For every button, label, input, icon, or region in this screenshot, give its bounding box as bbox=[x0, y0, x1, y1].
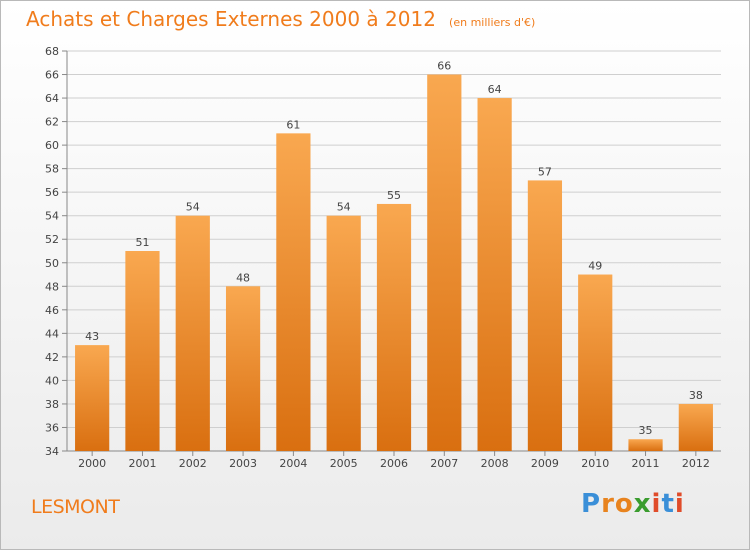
logo-letter: o bbox=[614, 489, 634, 519]
y-tick-label: 34 bbox=[45, 445, 59, 458]
logo-letter: i bbox=[651, 489, 662, 519]
data-labels: 43 51 54 48 61 54 55 66 64 57 49 35 38 bbox=[85, 60, 703, 438]
y-tick-label: 36 bbox=[45, 421, 59, 434]
x-tick-label: 2003 bbox=[229, 457, 257, 470]
x-tick-label: 2010 bbox=[581, 457, 609, 470]
y-tick-label: 66 bbox=[45, 69, 59, 82]
data-label: 49 bbox=[588, 260, 602, 273]
y-tick-label: 54 bbox=[45, 210, 59, 223]
y-tick-label: 62 bbox=[45, 116, 59, 129]
chart-title: Achats et Charges Externes 2000 à 2012 bbox=[26, 7, 436, 31]
x-tick-label: 2007 bbox=[430, 457, 458, 470]
y-tick-label: 56 bbox=[45, 186, 59, 199]
bar-2005[interactable] bbox=[326, 215, 361, 451]
y-tick-labels: 34 36 38 40 42 44 46 48 50 52 54 56 58 60 62 64 66 68 bbox=[45, 45, 59, 458]
x-tick-label: 2004 bbox=[279, 457, 307, 470]
bar-2009[interactable] bbox=[527, 180, 563, 452]
bar-2010[interactable] bbox=[578, 274, 613, 451]
y-tick-label: 58 bbox=[45, 163, 59, 176]
bar-2011[interactable] bbox=[628, 439, 663, 451]
bar-2004[interactable] bbox=[276, 133, 311, 451]
bar-2008[interactable] bbox=[477, 98, 512, 451]
x-tick-label: 2001 bbox=[128, 457, 156, 470]
bar-2003[interactable] bbox=[225, 286, 261, 451]
data-label: 35 bbox=[639, 424, 653, 437]
data-label: 66 bbox=[437, 60, 451, 73]
bar-2002[interactable] bbox=[175, 215, 210, 451]
y-tick-label: 48 bbox=[45, 280, 59, 293]
bar-2007[interactable] bbox=[427, 74, 462, 451]
data-label: 54 bbox=[337, 201, 351, 214]
x-tick-label: 2012 bbox=[682, 457, 710, 470]
y-tick-label: 46 bbox=[45, 304, 59, 317]
x-tick-label: 2008 bbox=[481, 457, 509, 470]
x-tick-label: 2000 bbox=[78, 457, 106, 470]
y-tick-label: 44 bbox=[45, 327, 59, 340]
y-tick-label: 38 bbox=[45, 398, 59, 411]
logo-letter: t bbox=[661, 489, 675, 519]
y-tick-label: 40 bbox=[45, 374, 59, 387]
title-row: Achats et Charges Externes 2000 à 2012 (… bbox=[26, 7, 535, 31]
bar-2001[interactable] bbox=[125, 251, 160, 451]
data-label: 48 bbox=[236, 271, 250, 284]
y-tick-label: 64 bbox=[45, 92, 59, 105]
data-label: 57 bbox=[538, 165, 552, 178]
x-tick-label: 2011 bbox=[632, 457, 660, 470]
proxiti-logo[interactable]: Proxiti bbox=[581, 489, 685, 519]
y-tick-label: 50 bbox=[45, 257, 59, 270]
x-tick-labels: 2000 2001 2002 2003 2004 2005 2006 2007 2008 2009… bbox=[78, 457, 710, 470]
data-label: 43 bbox=[85, 330, 99, 343]
bar-2000[interactable] bbox=[75, 345, 110, 451]
x-tick-label: 2006 bbox=[380, 457, 408, 470]
y-tick-label: 68 bbox=[45, 45, 59, 58]
y-tick-label: 60 bbox=[45, 139, 59, 152]
x-tick-label: 2005 bbox=[330, 457, 358, 470]
data-label: 64 bbox=[488, 83, 502, 96]
bar-2006[interactable] bbox=[376, 203, 412, 451]
x-tick-label: 2009 bbox=[531, 457, 559, 470]
logo-letter: x bbox=[633, 489, 652, 519]
commune-name: LESMONT bbox=[31, 496, 120, 518]
chart-unit: (en milliers d'€) bbox=[449, 16, 536, 29]
data-label: 54 bbox=[186, 201, 200, 214]
logo-letter: r bbox=[601, 489, 615, 519]
data-label: 55 bbox=[387, 189, 401, 202]
x-tick-label: 2002 bbox=[179, 457, 207, 470]
y-tick-label: 42 bbox=[45, 351, 59, 364]
y-tick-label: 52 bbox=[45, 233, 59, 246]
bars bbox=[75, 74, 713, 452]
data-label: 38 bbox=[689, 389, 703, 402]
data-label: 61 bbox=[286, 118, 300, 131]
logo-letter: i bbox=[674, 489, 685, 519]
data-label: 51 bbox=[135, 236, 149, 249]
bar-2012[interactable] bbox=[678, 403, 713, 451]
logo-letter: P bbox=[581, 489, 602, 519]
